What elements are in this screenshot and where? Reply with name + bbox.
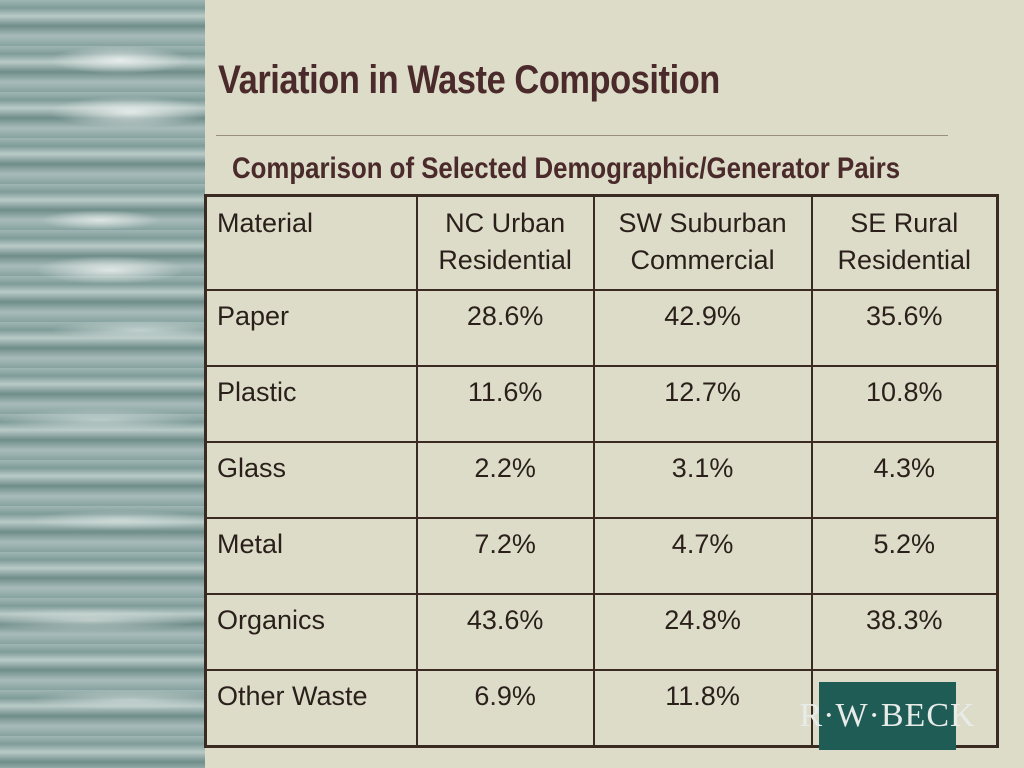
value-cell: 4.3%: [810, 441, 999, 519]
value-cell: 38.3%: [810, 593, 999, 671]
table-row: Paper 28.6% 42.9% 35.6%: [204, 289, 999, 367]
value-cell: 4.7%: [592, 517, 813, 595]
value-cell: 7.2%: [415, 517, 595, 595]
material-cell: Glass: [204, 441, 418, 519]
value-cell: 5.2%: [810, 517, 999, 595]
material-cell: Metal: [204, 517, 418, 595]
table-row: Metal 7.2% 4.7% 5.2%: [204, 517, 999, 595]
value-cell: 3.1%: [592, 441, 813, 519]
material-cell: Plastic: [204, 365, 418, 443]
header-material: Material: [204, 194, 418, 291]
value-cell: 12.7%: [592, 365, 813, 443]
table-row: Plastic 11.6% 12.7% 10.8%: [204, 365, 999, 443]
slide-title: Variation in Waste Composition: [218, 58, 720, 102]
table-subtitle: Comparison of Selected Demographic/Gener…: [232, 152, 901, 185]
table-row: Glass 2.2% 3.1% 4.3%: [204, 441, 999, 519]
value-cell: 35.6%: [810, 289, 999, 367]
decorative-water-strip: [0, 0, 205, 768]
table-row: Organics 43.6% 24.8% 38.3%: [204, 593, 999, 671]
header-sw-suburban-commercial: SW Suburban Commercial: [592, 194, 813, 291]
value-cell: 10.8%: [810, 365, 999, 443]
rw-beck-logo: R·W·BECK: [799, 682, 975, 750]
table-header-row: Material NC Urban Residential SW Suburba…: [204, 194, 999, 291]
value-cell: 2.2%: [415, 441, 595, 519]
value-cell: 43.6%: [415, 593, 595, 671]
value-cell: 6.9%: [415, 669, 595, 748]
material-cell: Organics: [204, 593, 418, 671]
header-se-rural-residential: SE Rural Residential: [810, 194, 999, 291]
value-cell: 42.9%: [592, 289, 813, 367]
value-cell: 11.8%: [592, 669, 813, 748]
value-cell: 11.6%: [415, 365, 595, 443]
value-cell: 28.6%: [415, 289, 595, 367]
material-cell: Other Waste: [204, 669, 418, 748]
waste-composition-table: Material NC Urban Residential SW Suburba…: [204, 194, 999, 748]
header-nc-urban-residential: NC Urban Residential: [415, 194, 595, 291]
material-cell: Paper: [204, 289, 418, 367]
value-cell: 24.8%: [592, 593, 813, 671]
title-divider: [216, 135, 948, 136]
